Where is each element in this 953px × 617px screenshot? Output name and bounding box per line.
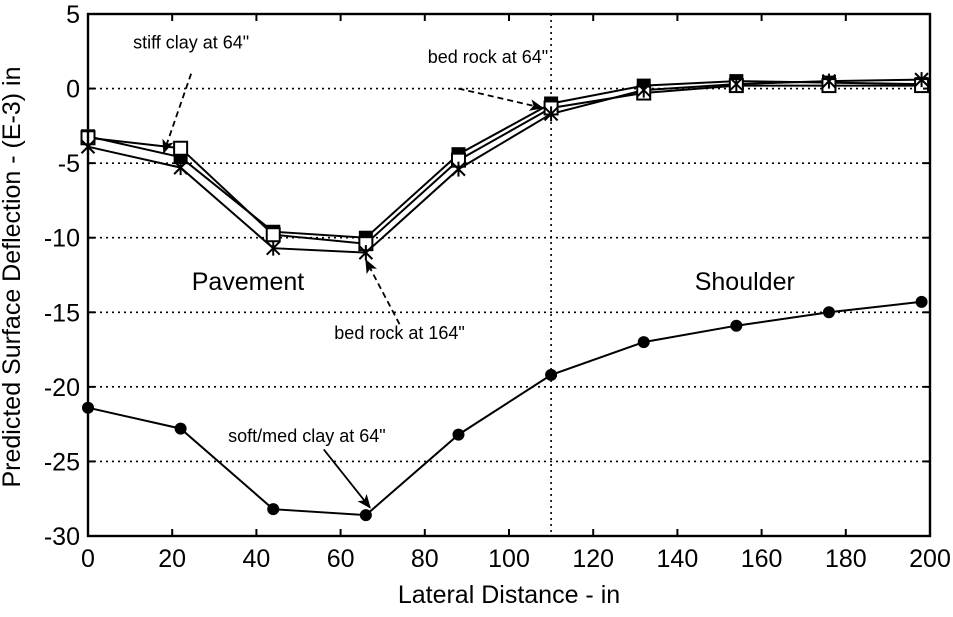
region-label-pavement: Pavement <box>192 268 305 296</box>
filled-circle-marker <box>822 306 835 319</box>
series-line-filled-square <box>87 80 922 239</box>
star-marker <box>821 73 837 89</box>
y-tick-label: 5 <box>66 1 80 29</box>
x-tick-label: 40 <box>242 545 270 573</box>
star-marker <box>451 161 466 177</box>
x-tick-label: 200 <box>909 545 951 573</box>
y-tick-label: -10 <box>44 225 80 253</box>
annotation-label: bed rock at 164" <box>334 323 464 343</box>
annotation-arrow <box>365 259 401 325</box>
x-tick-label: 160 <box>741 545 783 573</box>
region-labels: Pavement Shoulder <box>192 268 795 296</box>
filled-circle-marker <box>452 428 465 441</box>
x-axis-title: Lateral Distance - in <box>398 581 620 609</box>
filled-circle-marker <box>174 422 187 435</box>
star-marker <box>543 106 559 122</box>
x-tick-label: 0 <box>81 545 95 573</box>
star-marker <box>636 82 651 98</box>
filled-circle-marker <box>730 319 743 332</box>
y-axis-title: Predicted Surface Deflection - (E-3) in <box>0 66 26 487</box>
series-line-filled-circle <box>87 300 922 517</box>
star-marker <box>266 240 281 256</box>
annotation-label: soft/med clay at 64" <box>228 426 385 446</box>
x-tick-label: 180 <box>825 545 867 573</box>
filled-circle-marker <box>545 368 558 381</box>
annotation-arrow <box>323 448 371 509</box>
tick-labels: 0 20 40 60 80 100 120 140 160 180 200 5 0 -5 -10 -15 -20… <box>44 1 951 573</box>
x-tick-label: 20 <box>158 545 186 573</box>
filled-circle-marker <box>359 509 372 522</box>
series-line-star <box>87 78 922 254</box>
series-markers <box>80 72 930 522</box>
annotations: stiff clay at 64" bed rock at 64" bed rock… <box>133 32 548 509</box>
annotation-label: stiff clay at 64" <box>133 32 249 52</box>
y-tick-label: -30 <box>44 523 80 551</box>
region-label-shoulder: Shoulder <box>695 268 795 296</box>
open-square-marker <box>173 140 189 156</box>
open-square-marker <box>265 227 281 243</box>
star-marker <box>358 245 374 261</box>
grid <box>88 14 930 536</box>
filled-circle-marker <box>637 336 650 349</box>
x-tick-label: 80 <box>411 545 439 573</box>
y-tick-label: -15 <box>44 299 80 327</box>
y-tick-label: -25 <box>44 448 80 476</box>
star-marker <box>914 72 929 88</box>
series-line-open-square <box>87 84 922 245</box>
plot-frame <box>86 12 932 538</box>
x-tick-label: 140 <box>657 545 699 573</box>
series-lines <box>87 78 922 517</box>
filled-circle-marker <box>915 295 928 308</box>
filled-circle-marker <box>267 503 280 516</box>
annotation-label: bed rock at 64" <box>428 47 548 67</box>
star-marker <box>173 160 188 176</box>
x-tick-label: 100 <box>488 545 530 573</box>
y-tick-label: -20 <box>44 374 80 402</box>
x-tick-label: 120 <box>572 545 614 573</box>
y-tick-label: -5 <box>58 150 80 178</box>
y-tick-label: 0 <box>66 76 80 104</box>
annotation-arrow <box>162 73 192 154</box>
annotation-arrow <box>458 87 544 111</box>
star-marker <box>729 76 744 92</box>
x-tick-label: 60 <box>327 545 355 573</box>
